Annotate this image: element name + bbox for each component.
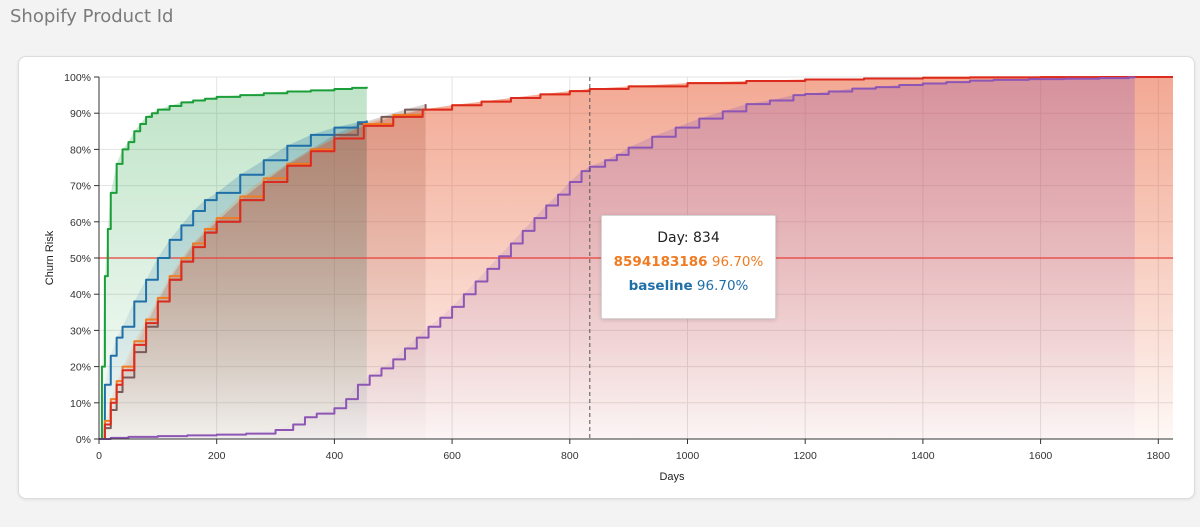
- series-line: [99, 76, 1173, 440]
- y-tick-label: 40%: [70, 289, 91, 301]
- tooltip-baseline-value: 96.70%: [696, 278, 749, 294]
- x-tick-label: 1600: [1029, 450, 1053, 462]
- x-tick-label: 600: [443, 450, 461, 462]
- chart-card: 0 200 400 600 800 1000 1200 1400 1600 1800 0% 10% 20…: [18, 56, 1195, 499]
- tooltip-series-value: 96.70%: [711, 254, 764, 270]
- series-line: [99, 76, 1136, 440]
- y-tick-label: 60%: [70, 217, 91, 229]
- y-axis-title: Churn Risk: [44, 230, 56, 285]
- x-tick-label: 400: [326, 450, 344, 462]
- y-tick-label: 20%: [70, 362, 91, 374]
- y-tick-label: 100%: [64, 72, 91, 84]
- y-tick-label: 70%: [70, 181, 91, 193]
- tooltip-baseline-name: baseline: [628, 278, 693, 294]
- y-tick-label: 90%: [70, 108, 91, 120]
- series-line: [99, 120, 368, 440]
- x-tick-label: 800: [561, 450, 579, 462]
- y-tick-label: 0%: [76, 434, 91, 446]
- x-tick-label: 1200: [794, 450, 818, 462]
- y-tick-label: 50%: [70, 253, 91, 265]
- x-tick-label: 200: [208, 450, 226, 462]
- x-tick-label: 1000: [676, 450, 700, 462]
- tooltip-series-name: 8594183186: [613, 254, 708, 270]
- tooltip-row-baseline: baseline 96.70%: [602, 278, 775, 294]
- series-line: [99, 86, 368, 440]
- page-title: Shopify Product Id: [10, 6, 174, 27]
- tooltip-day: Day: 834: [657, 230, 720, 246]
- x-axis-title: Days: [659, 471, 685, 483]
- y-tick-label: 10%: [70, 398, 91, 410]
- x-tick-label: 1400: [911, 450, 935, 462]
- y-tick-label: 80%: [70, 144, 91, 156]
- x-tick-label: 1800: [1147, 450, 1171, 462]
- y-tick-label: 30%: [70, 325, 91, 337]
- x-tick-label: 0: [96, 450, 102, 462]
- tooltip-row-series: 8594183186 96.70%: [602, 254, 775, 270]
- chart-tooltip: Day: 834 8594183186 96.70% baseline 96.7…: [601, 215, 776, 319]
